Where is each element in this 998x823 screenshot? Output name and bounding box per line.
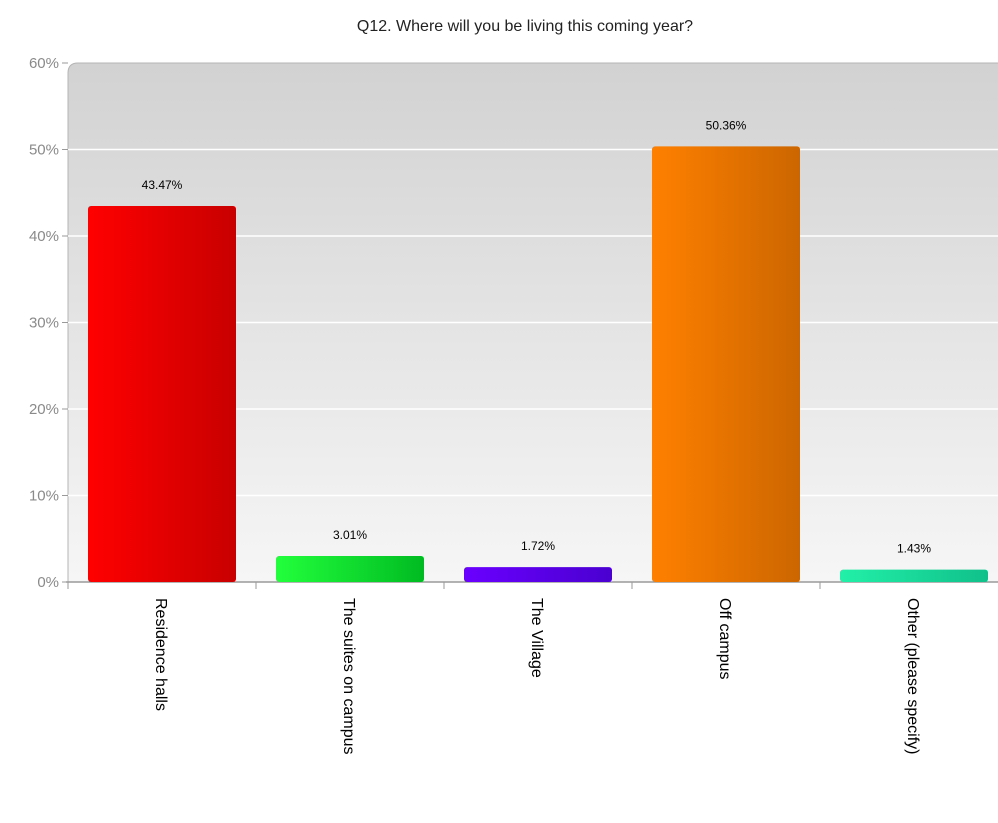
chart-title: Q12. Where will you be living this comin… bbox=[357, 18, 693, 35]
y-tick-label: 10% bbox=[29, 488, 59, 505]
category-label: Other (please specify) bbox=[904, 598, 921, 755]
bar-5 bbox=[840, 569, 988, 582]
bar-4 bbox=[652, 146, 800, 583]
y-tick-label: 0% bbox=[37, 574, 59, 591]
data-label: 3.01% bbox=[333, 528, 367, 542]
category-label: The Village bbox=[528, 598, 545, 678]
data-label: 50.36% bbox=[706, 118, 747, 132]
bar-1 bbox=[88, 205, 236, 582]
y-tick-label: 30% bbox=[29, 315, 59, 332]
data-label: 1.43% bbox=[897, 542, 931, 556]
data-label: 1.72% bbox=[521, 539, 555, 553]
y-tick-label: 60% bbox=[29, 55, 59, 72]
category-label: Residence halls bbox=[152, 598, 169, 711]
category-label: Off campus bbox=[716, 598, 733, 680]
category-label: The suites on campus bbox=[340, 598, 357, 755]
bar-2 bbox=[276, 555, 424, 582]
y-tick-label: 20% bbox=[29, 401, 59, 418]
y-tick-label: 50% bbox=[29, 142, 59, 159]
bar-3 bbox=[464, 567, 612, 582]
data-label: 43.47% bbox=[142, 178, 183, 192]
y-tick-label: 40% bbox=[29, 228, 59, 245]
